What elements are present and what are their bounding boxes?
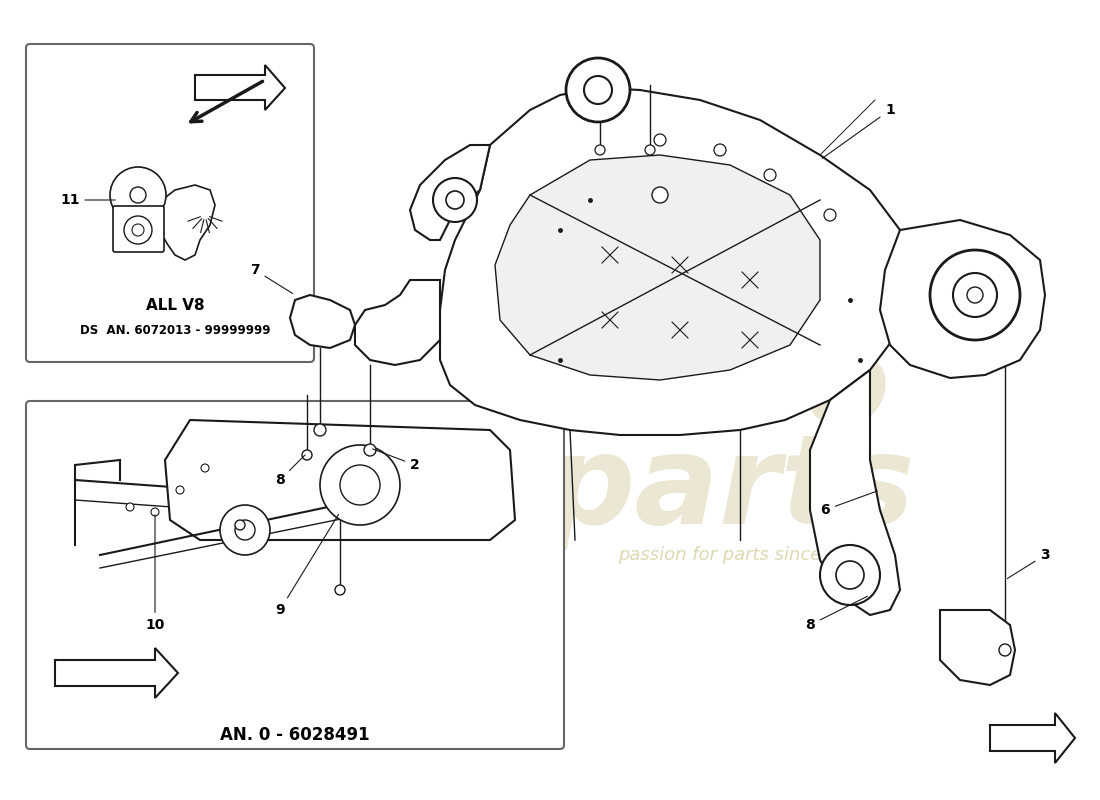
Circle shape xyxy=(176,486,184,494)
Polygon shape xyxy=(495,155,820,380)
Circle shape xyxy=(433,178,477,222)
Circle shape xyxy=(595,145,605,155)
Circle shape xyxy=(967,287,983,303)
Text: DS  AN. 6072013 - 99999999: DS AN. 6072013 - 99999999 xyxy=(79,323,271,337)
Circle shape xyxy=(220,505,270,555)
Polygon shape xyxy=(990,713,1075,763)
Polygon shape xyxy=(162,185,214,260)
Polygon shape xyxy=(810,370,900,615)
FancyBboxPatch shape xyxy=(26,401,564,749)
Circle shape xyxy=(314,424,326,436)
Text: parts: parts xyxy=(546,430,915,550)
Circle shape xyxy=(235,520,245,530)
Circle shape xyxy=(714,144,726,156)
Circle shape xyxy=(999,644,1011,656)
FancyBboxPatch shape xyxy=(113,206,164,252)
Circle shape xyxy=(820,545,880,605)
Circle shape xyxy=(930,250,1020,340)
Text: AN. 0 - 6028491: AN. 0 - 6028491 xyxy=(220,726,370,744)
Polygon shape xyxy=(880,220,1045,378)
Text: 7: 7 xyxy=(250,263,293,294)
Circle shape xyxy=(132,224,144,236)
Text: euro: euro xyxy=(570,330,891,450)
Text: 1: 1 xyxy=(823,103,895,158)
Text: 11: 11 xyxy=(60,193,116,207)
Circle shape xyxy=(151,508,160,516)
Circle shape xyxy=(652,187,668,203)
Circle shape xyxy=(446,191,464,209)
Circle shape xyxy=(584,76,612,104)
Circle shape xyxy=(953,273,997,317)
Polygon shape xyxy=(195,65,285,110)
Polygon shape xyxy=(165,420,515,540)
Polygon shape xyxy=(355,280,440,365)
Text: 10: 10 xyxy=(145,514,165,632)
Circle shape xyxy=(302,450,312,460)
Polygon shape xyxy=(290,295,355,348)
Circle shape xyxy=(364,444,376,456)
Circle shape xyxy=(336,585,345,595)
Polygon shape xyxy=(440,88,910,435)
Text: 2: 2 xyxy=(373,449,420,472)
Text: 8: 8 xyxy=(275,455,305,487)
Circle shape xyxy=(645,145,654,155)
Polygon shape xyxy=(55,648,178,698)
Text: 3: 3 xyxy=(1008,548,1049,578)
Polygon shape xyxy=(940,610,1015,685)
FancyBboxPatch shape xyxy=(26,44,313,362)
Circle shape xyxy=(126,503,134,511)
Text: 6: 6 xyxy=(821,491,878,517)
Circle shape xyxy=(124,216,152,244)
Circle shape xyxy=(235,520,255,540)
Circle shape xyxy=(836,561,864,589)
Circle shape xyxy=(566,58,630,122)
Circle shape xyxy=(654,134,666,146)
Circle shape xyxy=(110,167,166,223)
Polygon shape xyxy=(410,145,490,240)
Circle shape xyxy=(320,445,400,525)
Circle shape xyxy=(130,187,146,203)
Text: 9: 9 xyxy=(275,514,339,617)
Text: ALL V8: ALL V8 xyxy=(145,298,205,313)
Circle shape xyxy=(764,169,776,181)
Text: passion for parts since: passion for parts since xyxy=(618,546,822,564)
Circle shape xyxy=(201,464,209,472)
Text: 8: 8 xyxy=(805,596,868,632)
Circle shape xyxy=(824,209,836,221)
Circle shape xyxy=(340,465,379,505)
